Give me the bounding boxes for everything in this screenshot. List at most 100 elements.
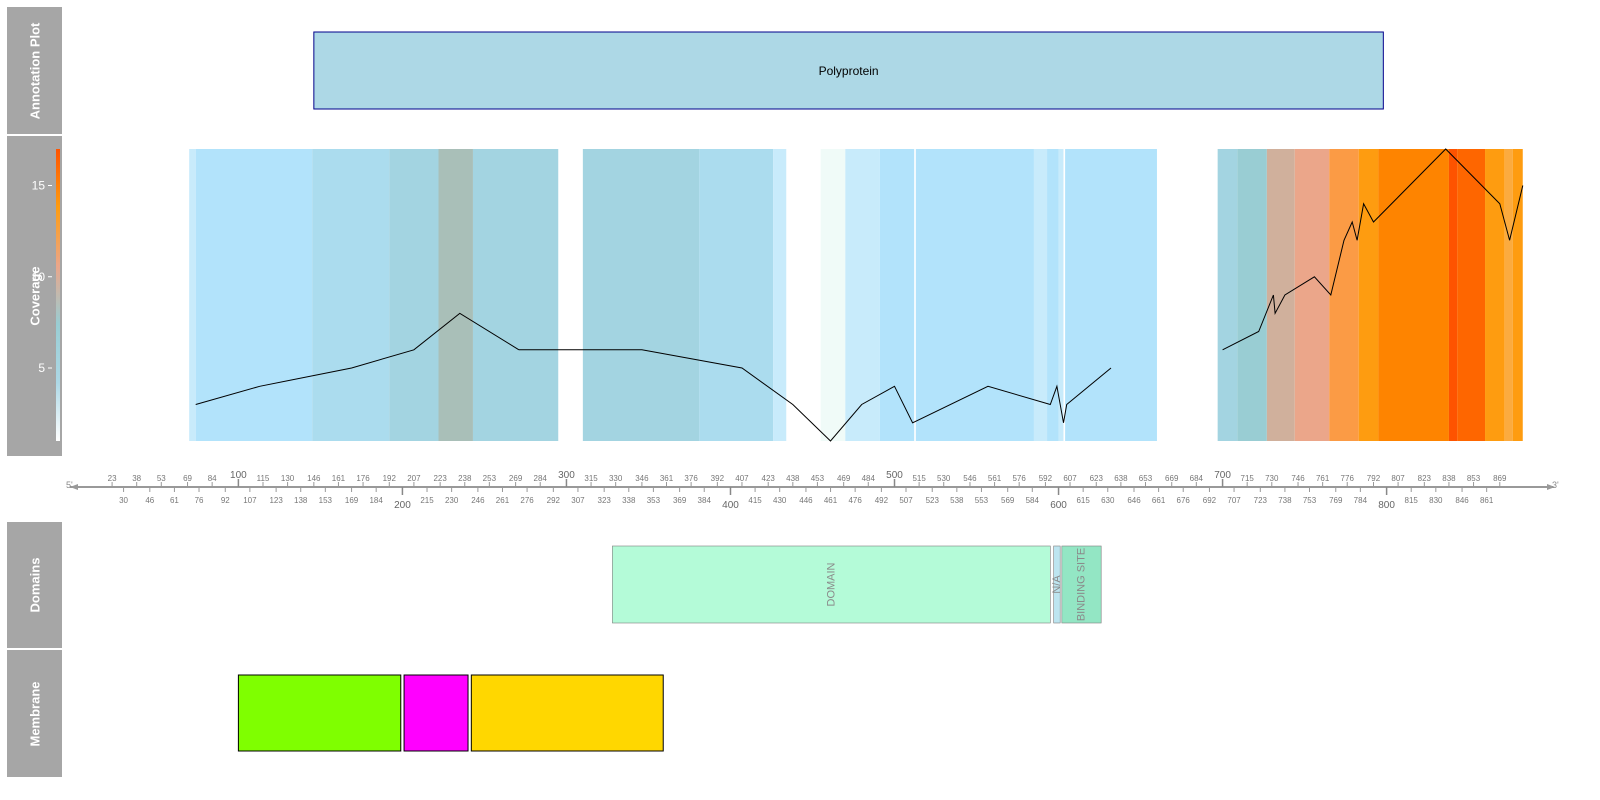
- axis-arrow-right: [1547, 484, 1555, 490]
- axis-top-tick-label-223: 223: [433, 474, 447, 483]
- heatmap-band-13: [1033, 149, 1048, 441]
- domain-box-1: [1053, 545, 1061, 624]
- heatmap-band-18: [1237, 149, 1267, 441]
- axis-major-tick-label-200: 200: [394, 500, 411, 511]
- heatmap-band-4: [438, 149, 473, 441]
- annotation-polyprotein-box: [313, 31, 1384, 110]
- heatmap-band-26: [1485, 149, 1505, 441]
- y-tick-label-10: 10: [32, 270, 46, 284]
- heatmap-band-22: [1358, 149, 1379, 441]
- axis-bottom-tick-label-107: 107: [243, 496, 257, 505]
- axis-bottom-tick-label-276: 276: [520, 496, 534, 505]
- heatmap-band-19: [1266, 149, 1295, 441]
- axis-bottom-tick-label-292: 292: [547, 496, 561, 505]
- coverage-track-label: Coverage: [7, 136, 62, 456]
- axis-bottom-tick-label-369: 369: [673, 496, 687, 505]
- axis-bottom-tick-label-384: 384: [698, 496, 712, 505]
- domain-label-2: BINDING SITE: [1076, 548, 1088, 621]
- axis-top-tick-label-284: 284: [534, 474, 548, 483]
- axis-bottom-tick-label-246: 246: [471, 496, 485, 505]
- heatmap-band-27: [1504, 149, 1513, 441]
- heatmap-band-1: [195, 149, 313, 441]
- axis-major-tick-label-600: 600: [1050, 500, 1067, 511]
- domains-track: DOMAIN N/A BINDING SITE: [612, 545, 1102, 624]
- annotation-track-label: Annotation Plot: [7, 7, 62, 134]
- heatmap-band-8: [773, 149, 787, 441]
- colorbar-rect: [56, 149, 60, 441]
- axis-top-tick-label-423: 423: [762, 474, 776, 483]
- membrane-track-label: Membrane: [7, 650, 62, 777]
- axis-bottom-tick-label-353: 353: [647, 496, 661, 505]
- axis-bottom-tick-label-430: 430: [773, 496, 787, 505]
- axis-top-tick-label-207: 207: [407, 474, 421, 483]
- axis-top-tick-label-453: 453: [811, 474, 825, 483]
- axis-top-tick-label-438: 438: [786, 474, 800, 483]
- axis-bottom-tick-label-753: 753: [1303, 496, 1317, 505]
- heatmap-band-7: [699, 149, 774, 441]
- heatmap-band-16: [1065, 149, 1157, 441]
- axis-major-tick-label-800: 800: [1378, 500, 1395, 511]
- axis-top-tick-label-361: 361: [660, 474, 674, 483]
- axis-bottom-tick-label-230: 230: [445, 496, 459, 505]
- heatmap-band-28: [1512, 149, 1523, 441]
- heatmap-band-10: [845, 149, 880, 441]
- axis-bottom-tick-label-569: 569: [1001, 496, 1015, 505]
- axis-major-tick-label-100: 100: [230, 470, 247, 481]
- axis-bottom-tick-label-846: 846: [1455, 496, 1469, 505]
- y-tick-label-5: 5: [38, 361, 45, 375]
- axis-top-tick-label-376: 376: [684, 474, 698, 483]
- axis-top-tick-label-823: 823: [1418, 474, 1432, 483]
- axis-top-tick-label-407: 407: [735, 474, 749, 483]
- axis-bottom-tick-label-46: 46: [145, 496, 154, 505]
- axis-top-tick-label-192: 192: [383, 474, 397, 483]
- axis-bottom-tick-label-646: 646: [1127, 496, 1141, 505]
- axis-bottom-tick-label-184: 184: [369, 496, 383, 505]
- axis-bottom-tick-label-738: 738: [1278, 496, 1292, 505]
- axis-bottom-tick-label-446: 446: [799, 496, 813, 505]
- annotation-track: Polyprotein: [313, 31, 1384, 110]
- axis-top-tick-label-853: 853: [1467, 474, 1481, 483]
- axis-top-tick-label-269: 269: [509, 474, 523, 483]
- coverage-heatmap: [189, 149, 1523, 441]
- heatmap-band-23: [1378, 149, 1449, 441]
- axis-major-tick-label-300: 300: [558, 470, 575, 481]
- axis-bottom-tick-label-630: 630: [1101, 496, 1115, 505]
- heatmap-band-9: [820, 149, 846, 441]
- axis-top-tick-label-484: 484: [862, 474, 876, 483]
- axis-bottom-tick-label-215: 215: [420, 496, 434, 505]
- coverage-line-segment-1: [518, 349, 1112, 442]
- heatmap-band-5: [472, 149, 559, 441]
- axis-top-tick-label-84: 84: [208, 474, 217, 483]
- coverage-line: [195, 148, 1524, 442]
- heatmap-band-14: [1047, 149, 1059, 441]
- axis-top-tick-label-238: 238: [458, 474, 472, 483]
- axis-bottom-tick-label-861: 861: [1480, 496, 1494, 505]
- axis-bottom-tick-label-676: 676: [1177, 496, 1191, 505]
- axis-bottom-tick-label-784: 784: [1354, 496, 1368, 505]
- axis-top-tick-label-469: 469: [837, 474, 851, 483]
- axis-bottom-tick-label-615: 615: [1076, 496, 1090, 505]
- axis-arrow-left: [70, 484, 78, 490]
- y-tick-label-15: 15: [32, 179, 46, 193]
- membrane-segment-2: [470, 674, 664, 752]
- domains-track-label: Domains: [7, 522, 62, 648]
- annotation-polyprotein-label: Polyprotein: [819, 64, 879, 78]
- domain-box-0: [612, 545, 1051, 624]
- axis-top-tick-label-592: 592: [1039, 474, 1053, 483]
- membrane-segment-1: [403, 674, 469, 752]
- axis-top-tick-label-330: 330: [609, 474, 623, 483]
- axis-bottom-tick-label-261: 261: [496, 496, 510, 505]
- axis-top-tick-label-576: 576: [1012, 474, 1026, 483]
- axis-top-tick-label-346: 346: [635, 474, 649, 483]
- coverage-line-segment-2: [1222, 148, 1524, 351]
- axis-top-tick-label-623: 623: [1090, 474, 1104, 483]
- axis-top-tick-label-38: 38: [132, 474, 141, 483]
- axis-top-tick-label-730: 730: [1265, 474, 1279, 483]
- axis-3prime-label: 3': [1552, 480, 1559, 490]
- axis-top-tick-label-561: 561: [988, 474, 1002, 483]
- axis-bottom-tick-label-507: 507: [899, 496, 913, 505]
- axis-top-tick-label-146: 146: [307, 474, 321, 483]
- heatmap-band-6: [582, 149, 700, 441]
- axis-top-tick-label-715: 715: [1241, 474, 1255, 483]
- heatmap-band-15: [1058, 149, 1064, 441]
